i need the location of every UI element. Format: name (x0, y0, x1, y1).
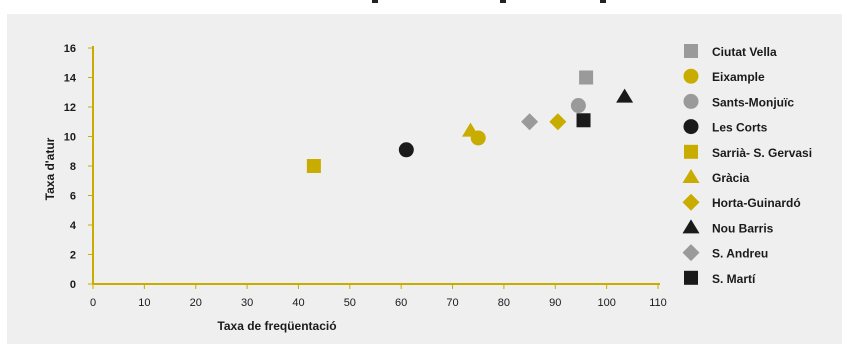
legend-item: Sants-Monjuïc (683, 93, 794, 109)
legend-item: S. Andreu (682, 244, 768, 262)
x-axis-label: Taxa de freqüentació (217, 319, 336, 333)
legend-marker (682, 169, 700, 183)
legend-label: Ciutat Vella (712, 45, 777, 59)
legend-marker (682, 193, 700, 211)
data-point (579, 70, 594, 85)
axes (92, 46, 660, 285)
x-tick-label: 30 (241, 297, 253, 309)
legend-label: S. Andreu (712, 247, 768, 261)
legend: Ciutat Vella Eixample Sants-Monjuïc Les Cor… (682, 44, 812, 286)
legend-label: Les Corts (712, 121, 768, 135)
legend-item: Gràcia (682, 169, 750, 185)
y-tick-label: 10 (64, 132, 76, 144)
scatter-chart: 0 10 20 30 40 50 60 70 80 90 100 110 0 2 4 6 8 10 12 14 16 C… (43, 43, 812, 333)
legend-label: Nou Barris (712, 221, 774, 235)
legend-marker (684, 144, 698, 159)
legend-label: S. Martí (712, 272, 756, 286)
x-tick-label: 100 (597, 297, 615, 309)
legend-item: Eixample (683, 68, 765, 84)
data-point (462, 122, 480, 137)
legend-label: Gràcia (712, 171, 750, 185)
legend-marker (682, 219, 700, 234)
legend-item: S. Martí (684, 270, 756, 286)
legend-label: Eixample (712, 70, 765, 84)
data-point (306, 159, 321, 173)
data-point (398, 142, 414, 158)
legend-item: Horta-Guinardó (682, 193, 801, 211)
x-tick-label: 110 (649, 297, 667, 309)
legend-label: Horta-Guinardó (712, 196, 801, 210)
x-tick-label: 40 (292, 297, 304, 309)
x-tick-label: 90 (549, 297, 561, 309)
legend-marker (684, 44, 698, 58)
legend-label: Sants-Monjuïc (712, 95, 794, 109)
legend-item: Sarrià- S. Gervasi (684, 144, 812, 160)
data-point (576, 113, 591, 128)
data-point (521, 113, 539, 131)
legend-item: Nou Barris (682, 219, 774, 235)
x-tick-label: 80 (498, 297, 510, 309)
data-point (616, 88, 634, 103)
x-tick-label: 70 (446, 297, 458, 309)
legend-marker (683, 119, 699, 135)
y-tick-label: 0 (70, 279, 76, 291)
y-tick-label: 14 (64, 73, 77, 85)
y-tick-label: 8 (70, 161, 76, 173)
legend-marker (684, 270, 698, 285)
y-tick-label: 2 (70, 250, 76, 262)
legend-marker (683, 68, 699, 84)
legend-marker (683, 93, 699, 109)
x-tick-label: 60 (395, 297, 407, 309)
legend-label: Sarrià- S. Gervasi (712, 146, 812, 160)
x-tick-label: 20 (190, 297, 202, 309)
y-tick-label: 6 (70, 191, 76, 203)
data-points (306, 70, 634, 173)
y-tick-label: 4 (70, 220, 77, 232)
cropped-heading-fragment (372, 0, 606, 3)
data-point (549, 113, 567, 131)
x-tick-label: 0 (90, 297, 96, 309)
chart-panel: 0 10 20 30 40 50 60 70 80 90 100 110 0 2 4 6 8 10 12 14 16 C… (7, 14, 842, 344)
x-tick-label: 10 (138, 297, 150, 309)
legend-item: Ciutat Vella (684, 44, 777, 59)
ticks: 0 10 20 30 40 50 60 70 80 90 100 110 0 2 4 6 8 10 12 14 16 (64, 43, 667, 309)
data-point (570, 98, 586, 114)
legend-marker (682, 244, 700, 262)
y-tick-label: 16 (64, 43, 76, 55)
legend-item: Les Corts (683, 119, 768, 135)
x-tick-label: 50 (344, 297, 356, 309)
y-axis-label: Taxa d'atur (43, 137, 57, 200)
y-tick-label: 12 (64, 102, 76, 114)
